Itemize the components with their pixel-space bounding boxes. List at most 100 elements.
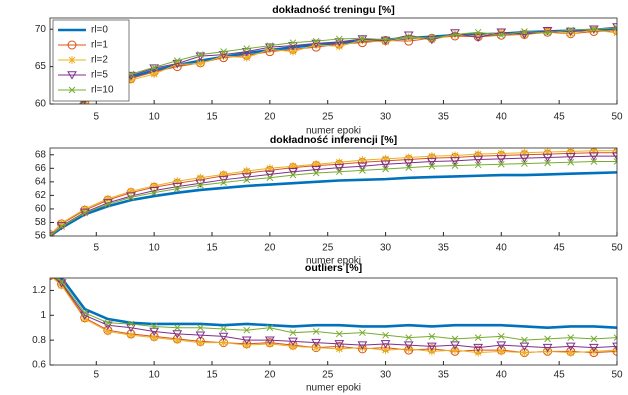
marker	[358, 156, 367, 165]
y-tick-label: 0.6	[32, 360, 46, 371]
marker	[46, 139, 54, 147]
marker	[474, 150, 483, 159]
marker	[519, 154, 530, 163]
marker	[335, 330, 343, 338]
x-tick-label: 10	[149, 112, 161, 123]
series-line	[55, 278, 617, 330]
marker	[67, 71, 77, 80]
marker	[382, 165, 389, 173]
marker	[426, 157, 437, 167]
marker	[265, 45, 274, 54]
plot-area	[46, 23, 617, 147]
marker	[405, 164, 413, 171]
marker	[473, 343, 484, 353]
x-tick-label: 15	[206, 112, 218, 123]
marker	[589, 25, 598, 34]
marker	[473, 33, 484, 43]
x-tick-label: 25	[322, 370, 334, 381]
marker	[521, 160, 528, 167]
marker	[266, 324, 274, 332]
marker	[289, 47, 297, 56]
x-tick-label: 5	[94, 112, 100, 123]
x-tick-label: 30	[380, 243, 392, 254]
x-tick-label: 30	[380, 370, 392, 381]
legend: rl=0 rl=1 rl=2 rl=5 rl=10	[52, 19, 130, 102]
marker	[450, 341, 460, 350]
marker	[289, 39, 297, 47]
marker	[335, 344, 344, 353]
marker	[496, 28, 507, 37]
marker	[520, 348, 529, 357]
y-tick-label: 68	[35, 149, 47, 160]
marker	[519, 342, 530, 351]
marker	[150, 323, 158, 330]
marker	[173, 185, 181, 192]
marker	[521, 28, 528, 35]
x-tick-label: 25	[322, 112, 334, 123]
marker	[612, 346, 617, 356]
marker	[497, 333, 505, 340]
marker	[265, 164, 274, 173]
marker	[403, 159, 414, 168]
marker	[242, 53, 251, 62]
marker	[103, 194, 112, 203]
chart-title: dokładność inferencji [%]	[270, 134, 397, 146]
marker	[357, 35, 368, 44]
y-tick-label: 70	[35, 24, 47, 35]
marker	[149, 327, 160, 337]
marker	[497, 149, 506, 158]
marker	[589, 148, 598, 155]
x-axis-label: numer epoki	[306, 383, 361, 394]
marker	[289, 162, 297, 171]
legend-label: rl=5	[91, 70, 108, 81]
y-tick-label: 60	[35, 99, 47, 110]
marker	[150, 64, 158, 71]
marker	[451, 346, 459, 355]
x-tick-label: 20	[264, 243, 276, 254]
marker	[497, 347, 506, 356]
marker	[219, 52, 228, 61]
marker	[312, 160, 321, 169]
marker	[197, 324, 204, 332]
x-tick-label: 45	[554, 370, 566, 381]
marker	[474, 28, 482, 36]
marker	[58, 122, 66, 130]
marker	[357, 341, 368, 350]
marker	[497, 31, 505, 39]
subplot: outliers [%] numer epoki 5 10 15 20 25 30 35 40 45…	[32, 262, 623, 394]
y-tick-label: 1	[40, 310, 46, 321]
x-tick-label: 40	[496, 370, 508, 381]
marker	[451, 335, 459, 343]
marker	[59, 121, 65, 127]
subplot: dokładność inferencji [%] numer epoki 5 10 1…	[35, 134, 623, 267]
marker	[68, 56, 76, 64]
marker	[242, 167, 251, 176]
x-tick-label: 30	[380, 112, 392, 123]
marker	[104, 319, 112, 327]
marker	[266, 42, 274, 50]
marker	[220, 48, 227, 56]
marker	[451, 31, 459, 38]
marker	[58, 120, 66, 127]
x-tick-label: 25	[322, 243, 334, 254]
y-tick-label: 1.2	[32, 285, 46, 296]
marker	[405, 33, 413, 41]
marker	[50, 232, 54, 236]
series-line	[50, 171, 617, 236]
marker	[173, 57, 181, 64]
marker	[312, 40, 321, 49]
marker	[195, 331, 206, 340]
marker	[403, 341, 414, 350]
x-tick-label: 5	[94, 370, 100, 381]
marker	[380, 36, 391, 46]
axes-box	[49, 277, 618, 366]
x-tick-label: 45	[554, 112, 566, 123]
subplot: dokładność treningu [%] numer epoki 5 10 15 2…	[35, 4, 623, 147]
y-tick-label: 58	[35, 217, 47, 228]
marker	[127, 331, 135, 340]
marker	[612, 152, 617, 161]
marker	[50, 278, 51, 279]
marker	[243, 176, 251, 184]
marker	[196, 338, 205, 347]
marker	[473, 155, 484, 165]
